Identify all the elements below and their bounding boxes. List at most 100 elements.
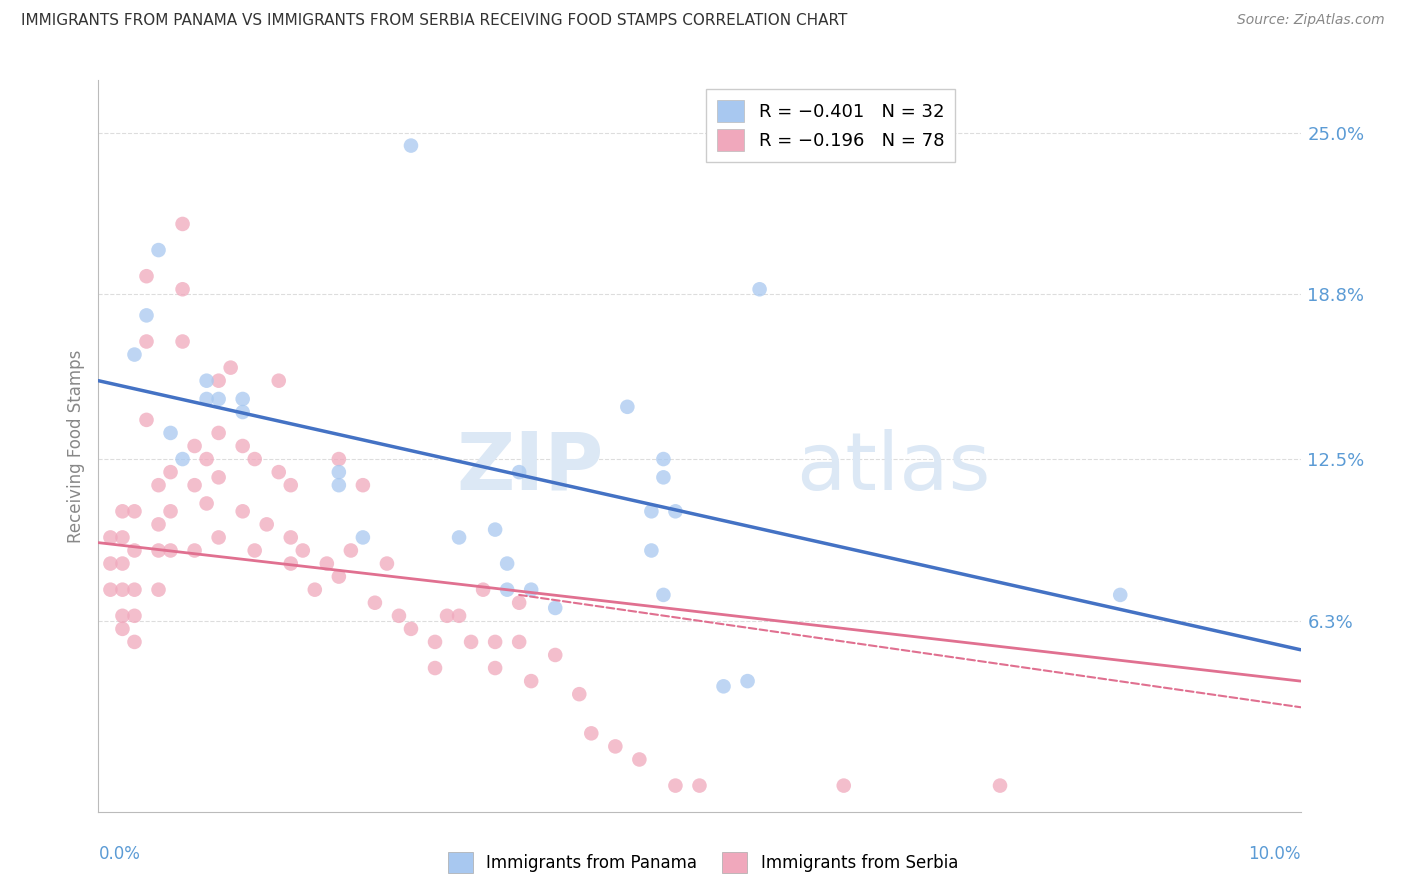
Point (135, 269, 157, 284)
Point (111, 530, 134, 544)
Point (195, 452, 218, 467)
Point (172, 282, 194, 296)
Point (280, 478, 302, 492)
Point (148, 543, 170, 558)
Point (340, 543, 363, 558)
Point (568, 687, 591, 701)
Point (447, 608, 470, 623)
Y-axis label: Receiving Food Stamps: Receiving Food Stamps (66, 350, 84, 542)
Point (508, 635, 530, 649)
Point (208, 374, 231, 388)
Point (388, 608, 411, 623)
Point (208, 425, 231, 440)
Point (148, 517, 170, 532)
Point (243, 452, 266, 467)
Point (544, 601, 567, 615)
Point (172, 334, 194, 349)
Point (472, 582, 495, 597)
Point (520, 674, 543, 689)
Point (208, 530, 231, 544)
Text: 10.0%: 10.0% (1249, 845, 1301, 863)
Point (664, 504, 686, 518)
Point (159, 425, 181, 440)
Text: atlas: atlas (796, 429, 990, 507)
Point (183, 543, 205, 558)
Point (447, 530, 470, 544)
Point (111, 608, 134, 623)
Point (208, 470, 231, 484)
Text: Source: ZipAtlas.com: Source: ZipAtlas.com (1237, 13, 1385, 28)
Point (135, 334, 157, 349)
Point (291, 543, 314, 558)
Point (100, 530, 122, 544)
Point (159, 465, 181, 479)
Point (267, 465, 290, 479)
Point (135, 413, 157, 427)
Point (315, 557, 337, 571)
Text: IMMIGRANTS FROM PANAMA VS IMMIGRANTS FROM SERBIA RECEIVING FOOD STAMPS CORRELATI: IMMIGRANTS FROM PANAMA VS IMMIGRANTS FRO… (21, 13, 848, 29)
Point (664, 779, 686, 793)
Point (111, 622, 134, 636)
Point (508, 596, 530, 610)
Point (484, 523, 506, 537)
Point (243, 543, 266, 558)
Point (689, 779, 711, 793)
Point (124, 582, 146, 597)
Point (364, 596, 387, 610)
Point (652, 470, 675, 484)
Point (148, 243, 170, 257)
Point (508, 465, 530, 479)
Text: ZIP: ZIP (456, 429, 603, 507)
Point (640, 504, 662, 518)
Point (399, 622, 422, 636)
Point (195, 392, 218, 406)
Point (111, 582, 134, 597)
Point (616, 400, 638, 414)
Point (328, 452, 350, 467)
Point (748, 282, 770, 296)
Point (328, 465, 350, 479)
Point (304, 582, 326, 597)
Point (520, 582, 543, 597)
Point (172, 217, 194, 231)
Point (328, 478, 350, 492)
Point (544, 648, 567, 662)
Point (195, 374, 218, 388)
Point (172, 452, 194, 467)
Point (124, 504, 146, 518)
Point (111, 504, 134, 518)
Point (219, 360, 242, 375)
Point (183, 439, 205, 453)
Point (148, 582, 170, 597)
Point (280, 530, 302, 544)
Point (737, 674, 759, 689)
Legend: R = −0.401   N = 32, R = −0.196   N = 78: R = −0.401 N = 32, R = −0.196 N = 78 (706, 89, 955, 162)
Point (159, 504, 181, 518)
Point (232, 504, 254, 518)
Point (183, 478, 205, 492)
Point (256, 517, 278, 532)
Point (988, 779, 1011, 793)
Point (100, 582, 122, 597)
Point (652, 588, 675, 602)
Point (399, 138, 422, 153)
Point (352, 530, 374, 544)
Text: 0.0%: 0.0% (98, 845, 141, 863)
Point (640, 543, 662, 558)
Point (436, 608, 458, 623)
Point (135, 309, 157, 323)
Point (832, 779, 855, 793)
Point (280, 557, 302, 571)
Point (375, 557, 398, 571)
Point (484, 635, 506, 649)
Point (496, 582, 519, 597)
Point (605, 739, 627, 754)
Point (111, 557, 134, 571)
Point (232, 439, 254, 453)
Point (1109, 588, 1132, 602)
Point (232, 392, 254, 406)
Point (124, 348, 146, 362)
Point (713, 679, 735, 693)
Point (124, 635, 146, 649)
Point (124, 608, 146, 623)
